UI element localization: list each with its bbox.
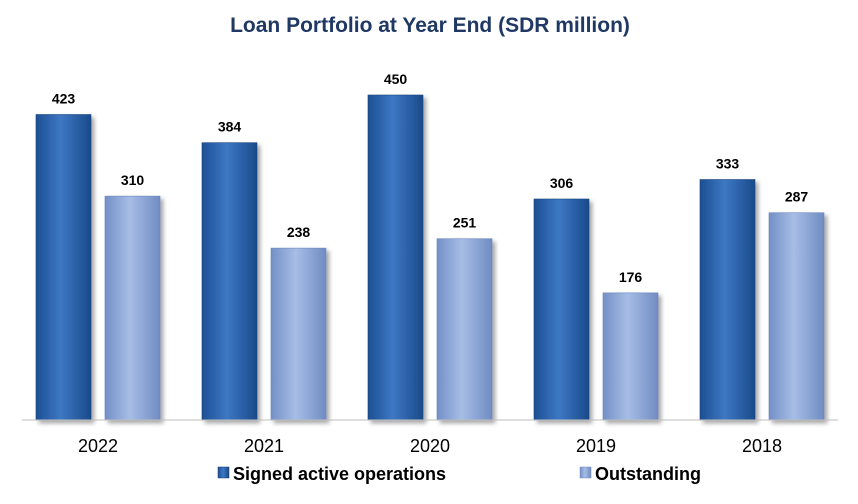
x-tick-label-2021: 2021 bbox=[244, 436, 284, 456]
data-label-outstanding-2020: 251 bbox=[453, 215, 477, 231]
x-tick-label-2022: 2022 bbox=[78, 436, 118, 456]
bar-outstanding-2018 bbox=[768, 212, 825, 421]
bar-signed-2022 bbox=[35, 114, 92, 421]
data-label-signed-2022: 423 bbox=[52, 91, 76, 107]
data-label-outstanding-2018: 287 bbox=[785, 189, 809, 205]
data-label-outstanding-2021: 238 bbox=[287, 224, 311, 240]
data-label-signed-2019: 306 bbox=[550, 175, 574, 191]
data-label-outstanding-2022: 310 bbox=[121, 172, 145, 188]
legend-swatch-outstanding bbox=[579, 466, 592, 479]
chart-title: Loan Portfolio at Year End (SDR million) bbox=[230, 14, 630, 37]
bar-signed-2018 bbox=[699, 179, 756, 421]
x-tick-label-2020: 2020 bbox=[410, 436, 450, 456]
data-label-signed-2018: 333 bbox=[716, 156, 740, 172]
bar-signed-2020 bbox=[367, 94, 424, 421]
bar-outstanding-2021 bbox=[270, 247, 327, 421]
bar-outstanding-2020 bbox=[436, 238, 493, 421]
legend-label-signed: Signed active operations bbox=[233, 464, 446, 484]
bar-outstanding-2022 bbox=[104, 195, 161, 421]
data-label-outstanding-2019: 176 bbox=[619, 269, 643, 285]
bars-group bbox=[35, 94, 825, 421]
bar-signed-2019 bbox=[533, 198, 590, 421]
bar-outstanding-2019 bbox=[602, 292, 659, 421]
data-label-signed-2021: 384 bbox=[218, 119, 242, 135]
legend-swatch-signed bbox=[217, 466, 230, 479]
legend: Signed active operations Outstanding bbox=[217, 464, 701, 484]
x-tick-label-2019: 2019 bbox=[576, 436, 616, 456]
data-labels-group: 423 310 384 238 450 251 306 176 333 287 bbox=[52, 71, 809, 285]
bar-signed-2021 bbox=[201, 142, 258, 421]
x-tick-label-2018: 2018 bbox=[742, 436, 782, 456]
x-tick-labels: 2022 2021 2020 2019 2018 bbox=[78, 436, 782, 456]
data-label-signed-2020: 450 bbox=[384, 71, 408, 87]
legend-label-outstanding: Outstanding bbox=[595, 464, 701, 484]
